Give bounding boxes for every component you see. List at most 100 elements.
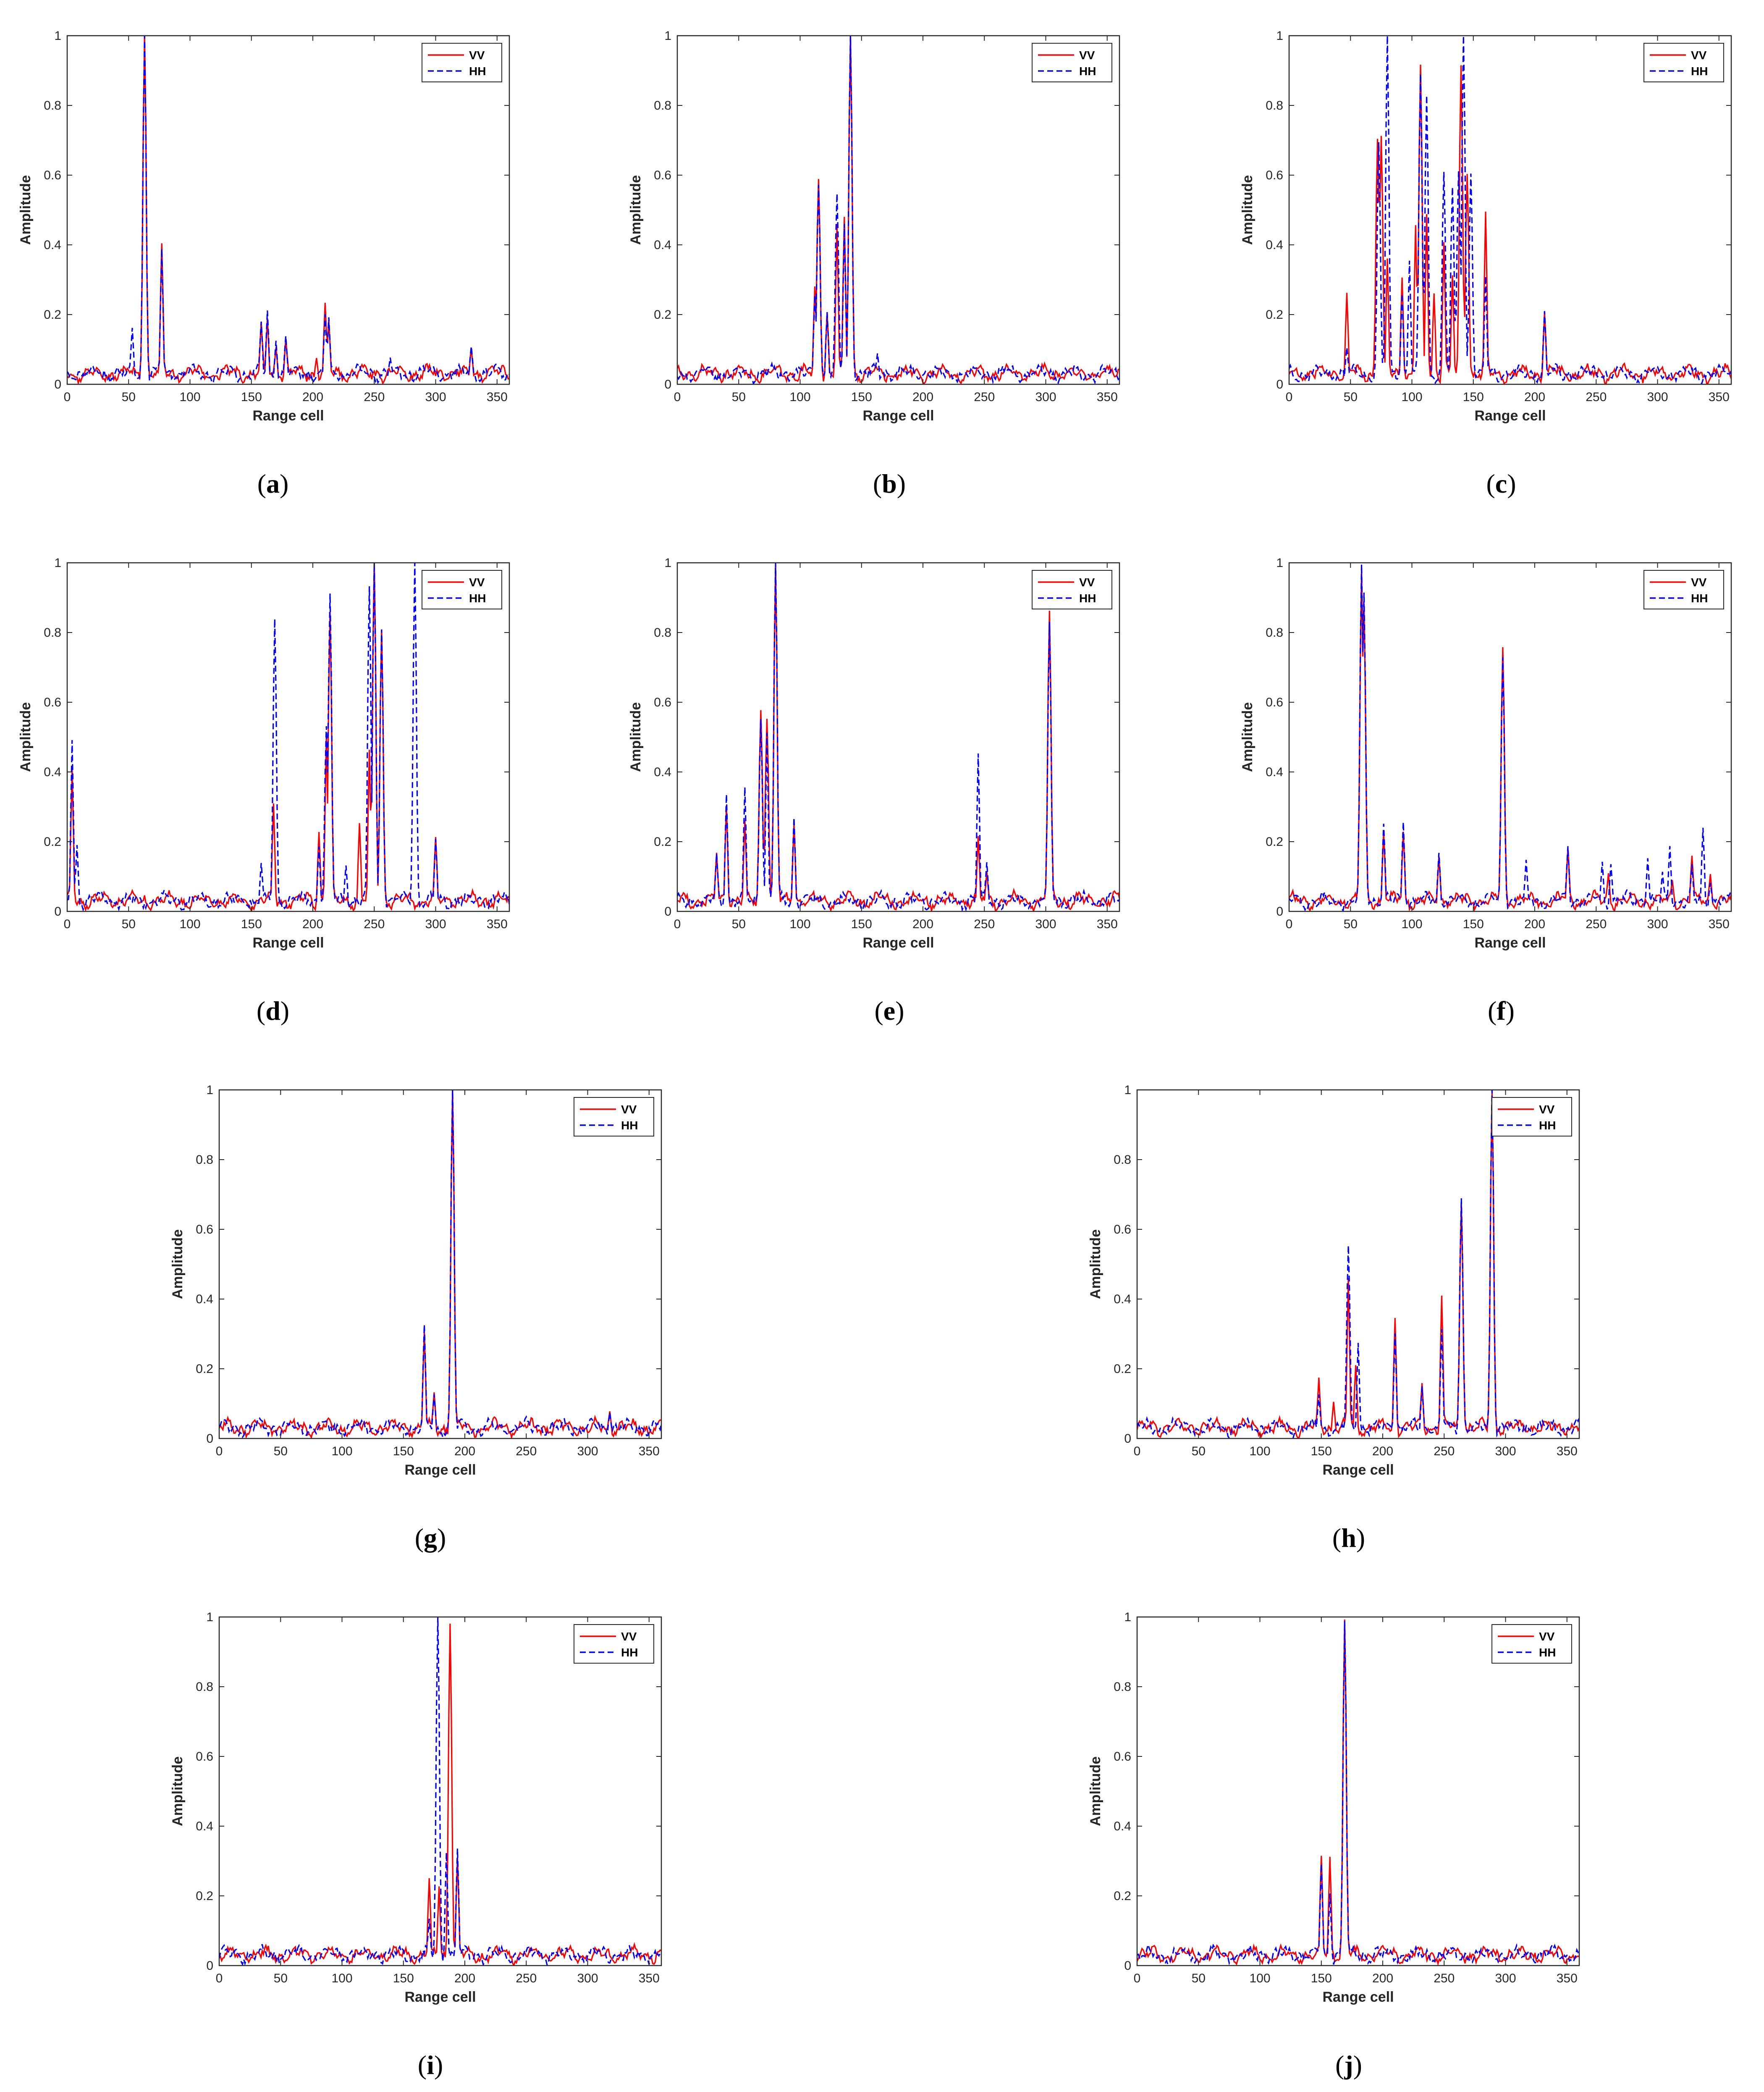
y-tick-label: 0.4	[196, 1819, 213, 1833]
x-tick-label: 0	[216, 1971, 223, 1985]
panel-caption: (b)	[873, 469, 906, 499]
y-tick-label: 0.6	[44, 168, 61, 182]
x-tick-label: 250	[516, 1444, 537, 1458]
y-tick-label: 0.2	[196, 1362, 213, 1376]
y-tick-label: 0.8	[1266, 99, 1283, 113]
y-tick-label: 0.2	[1114, 1362, 1131, 1376]
x-tick-label: 300	[1647, 390, 1668, 404]
y-tick-label: 0.8	[1114, 1153, 1131, 1167]
y-tick-label: 1	[54, 556, 61, 570]
x-tick-label: 50	[1344, 390, 1358, 404]
x-tick-label: 250	[516, 1971, 537, 1985]
panel-caption-letter: g	[424, 1523, 437, 1553]
x-axis-label: Range cell	[404, 1989, 476, 2005]
x-axis-label: Range cell	[1322, 1462, 1394, 1478]
x-tick-label: 150	[851, 917, 872, 931]
legend-entry-hh: HH	[1079, 65, 1096, 78]
x-tick-label: 100	[1249, 1971, 1270, 1985]
panel-caption: (g)	[414, 1523, 446, 1553]
x-tick-label: 0	[64, 390, 71, 404]
y-tick-label: 0.8	[44, 99, 61, 113]
x-tick-label: 0	[1286, 917, 1293, 931]
x-tick-label: 100	[789, 917, 810, 931]
x-tick-label: 200	[454, 1971, 475, 1985]
x-tick-label: 300	[577, 1971, 598, 1985]
y-tick-label: 0.8	[1114, 1680, 1131, 1694]
y-tick-label: 0	[206, 1432, 213, 1446]
panel-caption-letter: i	[427, 2050, 434, 2080]
legend-e: VV HH	[1032, 570, 1112, 609]
y-tick-label: 0.6	[196, 1750, 213, 1764]
x-tick-label: 300	[425, 917, 446, 931]
legend-entry-hh: HH	[1539, 1119, 1556, 1132]
series-line-hh-e	[677, 563, 1119, 911]
x-tick-label: 250	[364, 390, 385, 404]
x-tick-label: 350	[1097, 390, 1118, 404]
axes-frame-e	[676, 562, 1120, 912]
y-tick-label: 0.6	[654, 696, 671, 709]
x-axis-label: Range cell	[252, 935, 324, 951]
y-tick-label: 0.2	[44, 835, 61, 849]
x-tick-label: 100	[331, 1971, 352, 1985]
axes-frame-d	[66, 562, 510, 912]
axes-frame-i	[218, 1616, 662, 1966]
y-tick-label: 1	[664, 29, 671, 43]
series-line-hh-g	[219, 1090, 661, 1438]
series-line-vv-i	[219, 1623, 661, 1966]
x-tick-label: 300	[1035, 390, 1056, 404]
legend-f: VV HH	[1643, 570, 1724, 609]
x-tick-label: 50	[274, 1971, 288, 1985]
x-tick-label: 350	[1709, 390, 1730, 404]
legend-entry-vv: VV	[1079, 49, 1095, 62]
y-axis-label: Amplitude	[170, 1756, 186, 1826]
y-tick-label: 1	[1124, 1083, 1131, 1097]
x-tick-label: 150	[851, 390, 872, 404]
x-tick-label: 150	[241, 390, 262, 404]
series-line-hh-a	[67, 36, 509, 384]
x-tick-label: 150	[1311, 1971, 1332, 1985]
y-tick-label: 0.2	[44, 308, 61, 322]
x-axis-label: Range cell	[404, 1462, 476, 1478]
series-line-hh-j	[1137, 1621, 1579, 1966]
legend-entry-vv: VV	[621, 1630, 637, 1643]
panel-caption: (a)	[257, 469, 289, 499]
y-tick-label: 0.6	[1114, 1223, 1131, 1236]
y-tick-label: 1	[1276, 556, 1283, 570]
legend-entry-vv: VV	[469, 576, 485, 589]
y-tick-label: 1	[54, 29, 61, 43]
legend-entry-hh: HH	[469, 65, 486, 78]
x-tick-label: 100	[331, 1444, 352, 1458]
series-line-hh-d	[67, 563, 509, 911]
series-line-hh-f	[1289, 564, 1731, 911]
y-tick-label: 0.2	[196, 1889, 213, 1903]
y-tick-label: 0.6	[1266, 168, 1283, 182]
legend-h: VV HH	[1491, 1097, 1572, 1137]
x-tick-label: 300	[1495, 1444, 1516, 1458]
x-axis-label: Range cell	[1322, 1989, 1394, 2005]
y-tick-label: 1	[1276, 29, 1283, 43]
x-tick-label: 300	[425, 390, 446, 404]
y-tick-label: 0.8	[196, 1680, 213, 1694]
legend-entry-vv: VV	[621, 1103, 637, 1116]
legend-i: VV HH	[574, 1624, 654, 1664]
series-line-vv-e	[677, 565, 1119, 911]
y-tick-label: 0.4	[1266, 765, 1283, 779]
x-axis-label: Range cell	[862, 935, 934, 951]
x-tick-label: 200	[912, 390, 933, 404]
panel-caption-letter: e	[883, 996, 896, 1026]
x-tick-label: 200	[912, 917, 933, 931]
legend-entry-vv: VV	[1539, 1103, 1555, 1116]
axes-frame-b	[676, 35, 1120, 385]
y-tick-label: 0.6	[654, 168, 671, 182]
x-tick-label: 350	[487, 917, 508, 931]
x-tick-label: 100	[179, 390, 200, 404]
y-tick-label: 0	[1124, 1432, 1131, 1446]
panel-caption: (h)	[1332, 1523, 1366, 1553]
y-tick-label: 0	[206, 1959, 213, 1973]
y-tick-label: 0.8	[654, 626, 671, 640]
x-tick-label: 250	[1434, 1971, 1455, 1985]
